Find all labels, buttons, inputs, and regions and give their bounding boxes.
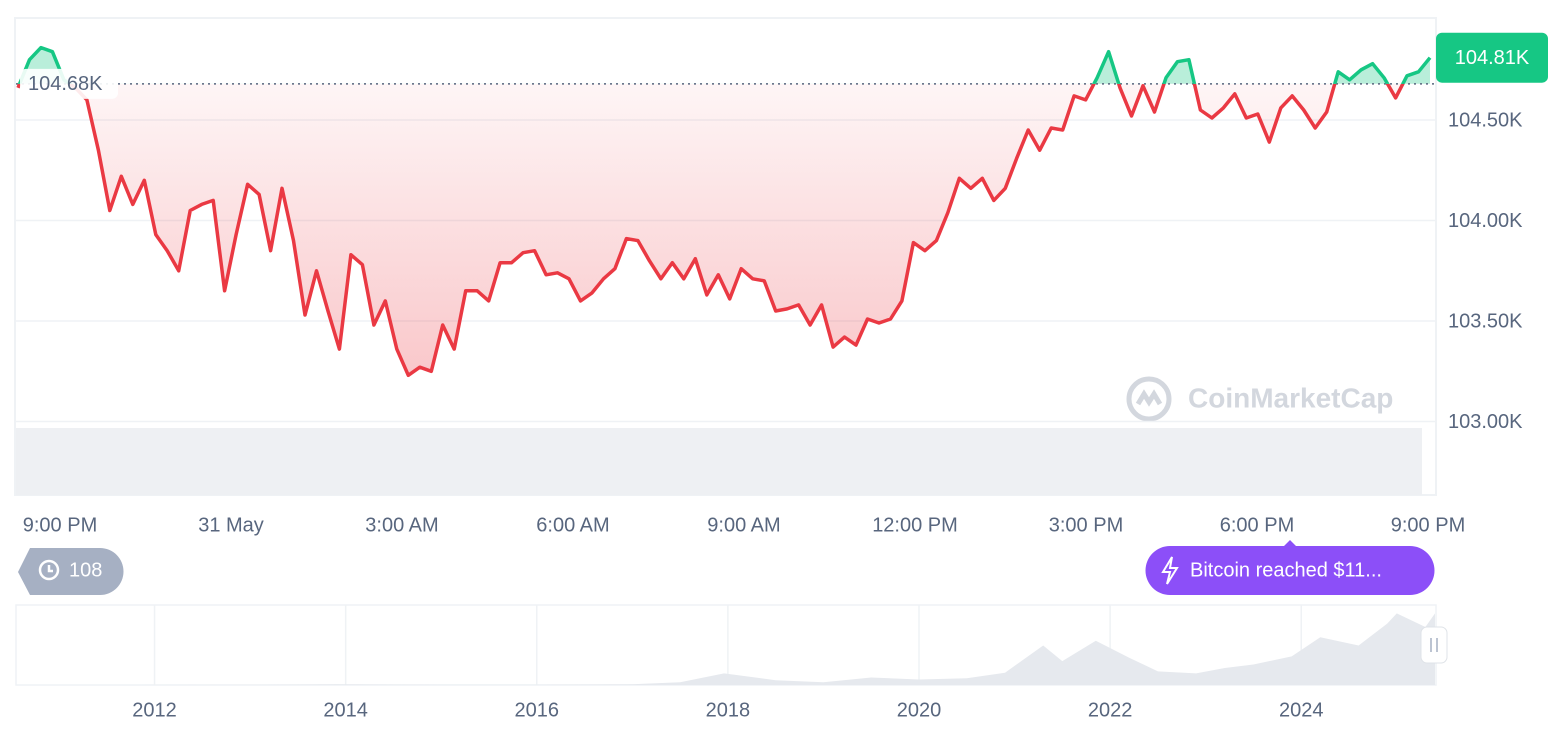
watermark-logo bbox=[1126, 376, 1172, 422]
x-tick-label: 3:00 AM bbox=[365, 514, 438, 536]
x-tick-label: 2012 bbox=[132, 699, 177, 721]
current-price-label: 104.81K bbox=[1455, 47, 1530, 69]
x-tick-label: 12:00 PM bbox=[872, 514, 958, 536]
y-tick-label: 104.50K bbox=[1448, 109, 1523, 131]
event-text: Bitcoin reached $11... bbox=[1190, 559, 1382, 581]
area-fill bbox=[18, 83, 1430, 376]
current-price-badge bbox=[1436, 32, 1548, 83]
price-line-down bbox=[16, 83, 1405, 378]
history-pill[interactable]: 108 bbox=[18, 548, 124, 595]
x-tick-label: 6:00 PM bbox=[1220, 514, 1294, 536]
x-tick-label: 2024 bbox=[1279, 699, 1324, 721]
x-tick-label: 2014 bbox=[323, 699, 368, 721]
x-tick-label: 2022 bbox=[1088, 699, 1133, 721]
navigator-handle[interactable] bbox=[1420, 626, 1448, 664]
y-tick-label: 103.00K bbox=[1448, 411, 1523, 433]
reference-label-bg bbox=[20, 68, 118, 99]
x-tick-label: 3:00 PM bbox=[1049, 514, 1123, 536]
history-count: 108 bbox=[69, 559, 102, 581]
handle-body bbox=[1420, 626, 1448, 664]
event-pill[interactable]: Bitcoin reached $11... bbox=[1145, 540, 1435, 595]
x-tick-label: 6:00 AM bbox=[536, 514, 609, 536]
y-tick-label: 104.00K bbox=[1448, 210, 1523, 232]
x-tick-label: 2020 bbox=[897, 699, 942, 721]
x-tick-label: 9:00 PM bbox=[23, 514, 97, 536]
y-tick-label: 103.50K bbox=[1448, 310, 1523, 332]
x-tick-label: 2016 bbox=[515, 699, 560, 721]
x-tick-label: 9:00 PM bbox=[1391, 514, 1465, 536]
x-tick-label: 2018 bbox=[706, 699, 751, 721]
x-tick-label: 31 May bbox=[198, 514, 264, 536]
watermark: CoinMarketCap bbox=[1188, 382, 1393, 413]
volume-band bbox=[16, 428, 1422, 495]
navigator-area bbox=[20, 613, 1435, 685]
reference-label: 104.68K bbox=[28, 73, 103, 95]
x-tick-label: 9:00 AM bbox=[707, 514, 780, 536]
